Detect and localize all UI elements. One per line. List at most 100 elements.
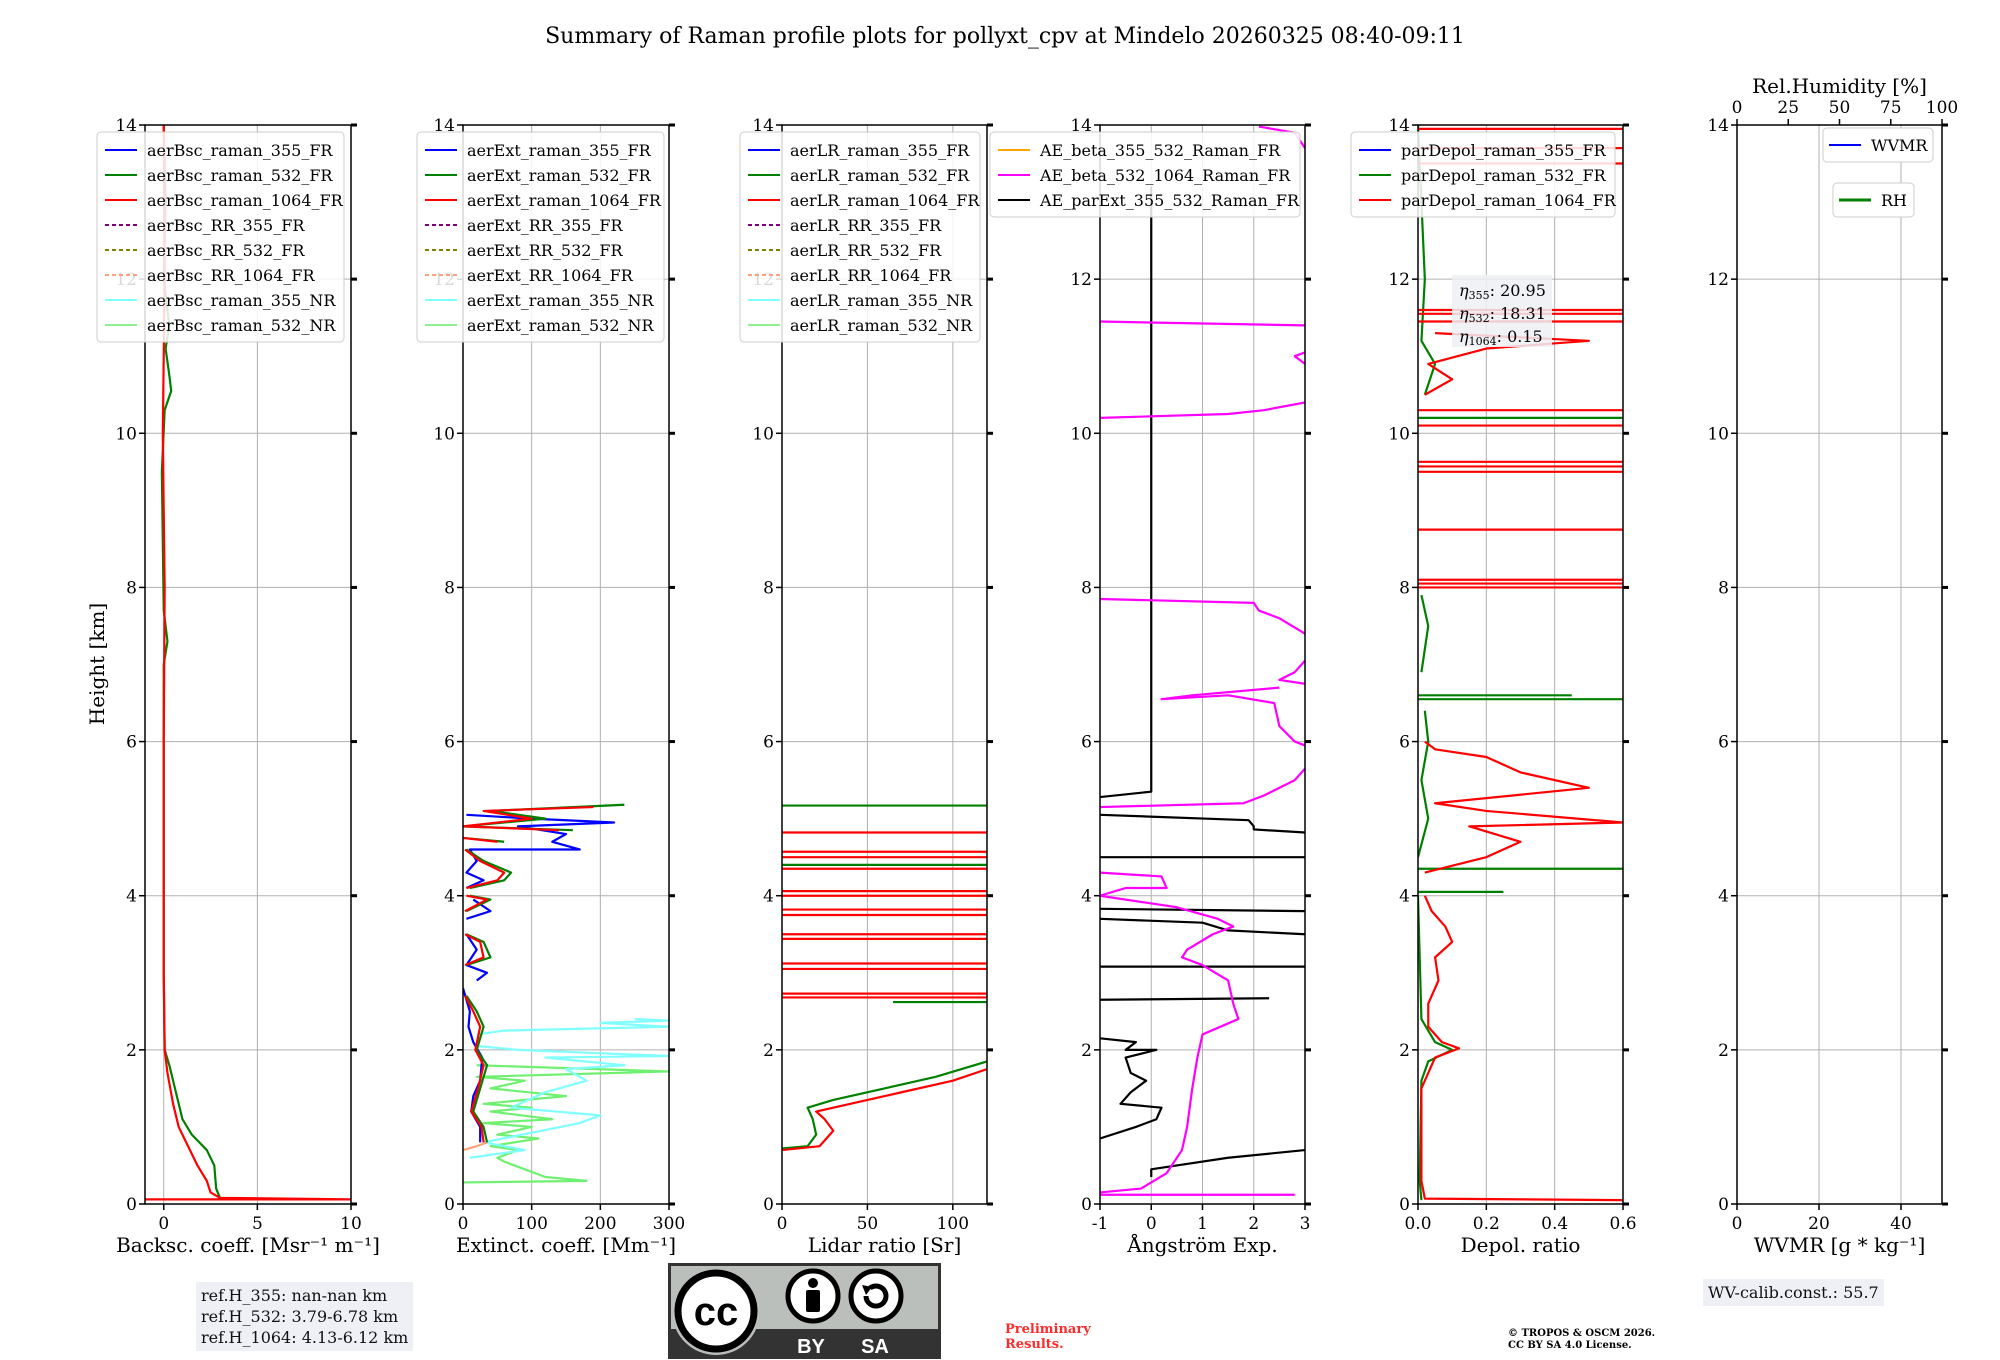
series-line-parDepol_raman_1064_FR xyxy=(1424,331,1590,396)
reference-height-box: ref.H_355: nan-nan km ref.H_532: 3.79-6.… xyxy=(196,1282,414,1351)
series-line-AE_beta_532_1064_Raman_FR xyxy=(1100,871,1240,1194)
legend-label: aerBsc_raman_532_NR xyxy=(147,316,336,335)
y-tick-label: 2 xyxy=(126,1041,137,1061)
eta-value: : 20.95 xyxy=(1490,281,1546,300)
y-tick-label: 4 xyxy=(126,887,137,907)
y-tick-label: 10 xyxy=(1388,424,1410,444)
legend-label: aerBsc_raman_1064_FR xyxy=(147,191,344,210)
y-tick-label: 14 xyxy=(1707,116,1729,136)
series-line-aerExt_raman_1064_FR xyxy=(464,995,485,1143)
eta-symbol: η xyxy=(1459,304,1469,323)
copyright-line-1: © TROPOS & OSCM 2026. xyxy=(1508,1328,1656,1339)
eta-1064: η1064: 0.15 xyxy=(1459,327,1543,348)
series-line-parDepol_raman_532_FR xyxy=(1420,594,1430,673)
legend-label: aerLR_raman_1064_FR xyxy=(790,191,980,210)
eta-value: : 18.31 xyxy=(1490,304,1546,323)
legend-label: parDepol_raman_355_FR xyxy=(1401,141,1607,160)
legend-label: aerExt_raman_532_NR xyxy=(467,316,655,335)
series-line-aerExt_raman_1064_FR xyxy=(463,836,498,843)
axes-frame xyxy=(781,124,988,1205)
y-tick-label: 8 xyxy=(1718,578,1729,598)
legend-wvmr: WVMR xyxy=(1822,127,1934,163)
legend-label: aerBsc_raman_355_NR xyxy=(147,291,336,310)
x-axis-label: Ångström Exp. xyxy=(1126,1232,1277,1257)
y-tick-label: 12 xyxy=(1707,270,1729,290)
series-line-parDepol_raman_1064_FR xyxy=(1420,895,1623,1202)
eta-symbol: η xyxy=(1459,327,1469,346)
eta-532: η532: 18.31 xyxy=(1459,304,1546,325)
x-tick-label: 0 xyxy=(458,1214,469,1234)
license-by-text: BY xyxy=(797,1336,825,1358)
axes-frame xyxy=(1099,124,1306,1205)
x-axis-label: Lidar ratio [Sr] xyxy=(808,1233,962,1257)
series-line-AE_beta_532_1064_Raman_FR xyxy=(1100,320,1305,327)
ref-height-355: ref.H_355: nan-nan km xyxy=(201,1286,388,1305)
y-tick-label: 2 xyxy=(1718,1041,1729,1061)
y-tick-label: 0 xyxy=(1081,1195,1092,1215)
y-tick-label: 2 xyxy=(1399,1041,1410,1061)
y-tick-label: 4 xyxy=(444,887,455,907)
series-line-aerExt_raman_1064_FR xyxy=(463,805,594,832)
ref-height-532: ref.H_532: 3.79-6.78 km xyxy=(201,1307,399,1326)
series-line-AE_beta_532_1064_Raman_FR xyxy=(1160,686,1305,747)
x-tick-label: 100 xyxy=(937,1214,969,1234)
y-tick-label: 14 xyxy=(1070,116,1092,136)
y-tick-label: 6 xyxy=(1399,733,1410,753)
y-tick-label: 10 xyxy=(1070,424,1092,444)
legend-label: aerExt_RR_355_FR xyxy=(467,216,624,235)
legend-label: aerLR_RR_532_FR xyxy=(790,241,942,260)
legend-label: AE_beta_355_532_Raman_FR xyxy=(1039,141,1281,160)
y-tick-label: 4 xyxy=(1081,887,1092,907)
subplot-3: 05010002468101214Lidar ratio [Sr]aerLR_r… xyxy=(739,116,993,1257)
series-line-AE_parExt_355_532_Raman_FR xyxy=(1100,813,1305,834)
series-line-AE_beta_532_1064_Raman_FR xyxy=(1293,351,1305,365)
ref-height-1064: ref.H_1064: 4.13-6.12 km xyxy=(201,1328,409,1347)
x-axis-label: Depol. ratio xyxy=(1461,1233,1581,1257)
legend-label: aerBsc_raman_532_FR xyxy=(147,166,333,185)
y-tick-label: 10 xyxy=(1707,424,1729,444)
series-line-AE_parExt_355_532_Raman_FR xyxy=(1100,186,1153,799)
series-line-parDepol_raman_532_FR xyxy=(1418,125,1437,396)
figure-title: Summary of Raman profile plots for polly… xyxy=(545,24,1465,49)
top-tick-label: 75 xyxy=(1880,98,1902,118)
x-tick-label: 20 xyxy=(1808,1214,1830,1234)
eta-subscript: 355 xyxy=(1469,289,1490,302)
x-tick-label: 1 xyxy=(1197,1214,1208,1234)
x-tick-label: 300 xyxy=(653,1214,685,1234)
legend-label: aerLR_raman_355_NR xyxy=(790,291,973,310)
y-tick-label: 2 xyxy=(763,1041,774,1061)
y-tick-label: 14 xyxy=(115,116,137,136)
series-line-aerExt_raman_355_NR xyxy=(476,1017,669,1036)
y-tick-label: 4 xyxy=(1718,887,1729,907)
preliminary-line-2: Results. xyxy=(1005,1337,1064,1352)
legend-label: aerLR_RR_1064_FR xyxy=(790,266,952,285)
axes-frame xyxy=(144,124,352,1205)
y-tick-label: 2 xyxy=(444,1041,455,1061)
y-tick-label: 8 xyxy=(1399,578,1410,598)
x-tick-label: 50 xyxy=(857,1214,879,1234)
y-tick-label: 8 xyxy=(126,578,137,598)
legend-label: parDepol_raman_1064_FR xyxy=(1401,191,1617,210)
y-tick-label: 6 xyxy=(1081,733,1092,753)
subplot-6: 0 20 40 0 2 4 6 8 10 12 14 WVMR [g * kg⁻¹] 0 25 50 75 10… xyxy=(1707,74,1958,1257)
top-axis-label: Rel.Humidity [%] xyxy=(1752,74,1927,98)
legend-label: RH xyxy=(1881,191,1907,210)
x-tick-label: 0.6 xyxy=(1609,1214,1636,1234)
y-tick-label: 6 xyxy=(1718,733,1729,753)
top-tick-label: 100 xyxy=(1926,98,1958,118)
series-line-AE_beta_532_1064_Raman_FR xyxy=(1100,401,1305,419)
y-tick-label: 6 xyxy=(126,733,137,753)
copyright-note: © TROPOS & OSCM 2026. CC BY SA 4.0 Licen… xyxy=(1508,1328,1655,1352)
cc-by-sa-license-logo: cc BY SA xyxy=(668,1263,941,1359)
license-sa-text: SA xyxy=(861,1336,889,1358)
legend-label: aerLR_RR_355_FR xyxy=(790,216,942,235)
y-tick-label: 0 xyxy=(1399,1195,1410,1215)
legend-label: aerBsc_RR_532_FR xyxy=(147,241,305,260)
legend: aerExt_raman_355_FR aerExt_raman_532_FRae… xyxy=(416,131,665,343)
x-axis-label: Backsc. coeff. [Msr⁻¹ m⁻¹] xyxy=(116,1233,380,1257)
x-tick-label: 0.2 xyxy=(1473,1214,1500,1234)
y-tick-label: 14 xyxy=(433,116,455,136)
series-line-parDepol_raman_532_FR xyxy=(1418,710,1430,858)
